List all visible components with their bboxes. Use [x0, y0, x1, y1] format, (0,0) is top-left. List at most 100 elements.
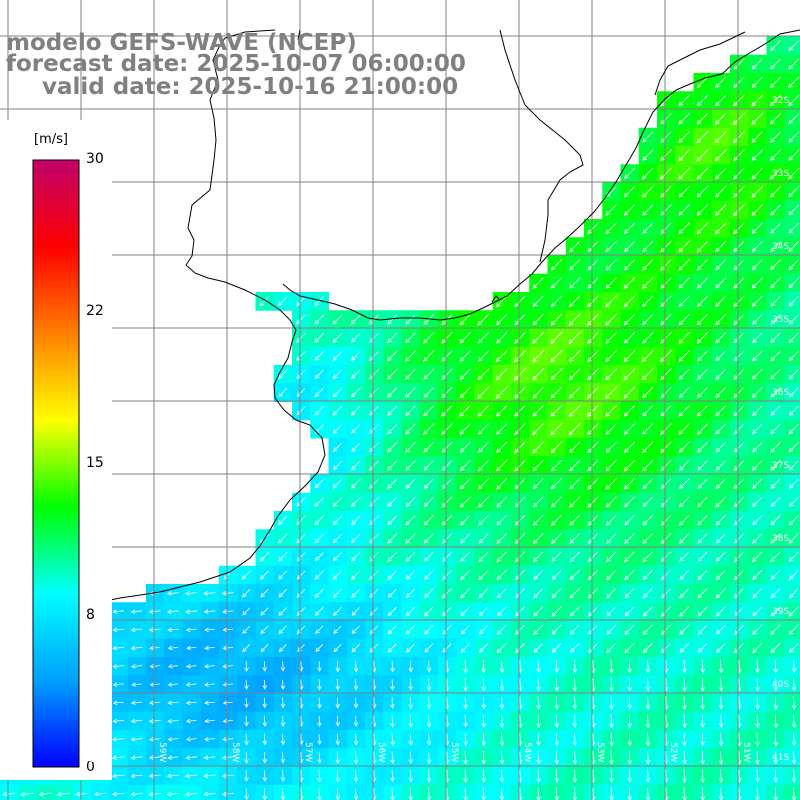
wind-vector-arrow: [788, 241, 800, 252]
wind-vector-arrow: [280, 715, 286, 728]
wind-vector-arrow: [167, 718, 179, 724]
wind-vector-arrow: [459, 350, 471, 362]
wind-vector-arrow: [350, 570, 361, 580]
wind-vector-arrow: [642, 204, 654, 216]
wind-vector-arrow: [645, 696, 651, 710]
wind-vector-arrow: [167, 700, 179, 706]
wind-vector-arrow: [715, 496, 726, 508]
wind-vector-arrow: [353, 751, 359, 765]
wind-speed-cell: [219, 784, 238, 800]
wind-vector-arrow: [696, 167, 709, 180]
wind-vector-arrow: [770, 241, 781, 252]
wind-vector-arrow: [532, 441, 545, 454]
wind-vector-arrow: [463, 715, 468, 728]
wind-vector-arrow: [332, 515, 343, 526]
wind-vector-arrow: [623, 204, 636, 216]
wind-vector-arrow: [514, 423, 526, 435]
wind-vector-arrow: [606, 533, 617, 544]
wind-vector-arrow: [532, 478, 544, 490]
wind-vector-arrow: [572, 659, 578, 674]
wind-vector-arrow: [554, 660, 560, 674]
wind-vector-arrow: [627, 732, 633, 747]
wind-vector-arrow: [788, 387, 799, 398]
wind-vector-arrow: [752, 569, 763, 581]
wind-vector-arrow: [642, 185, 654, 198]
wind-vector-arrow: [351, 588, 361, 598]
wind-vector-arrow: [111, 755, 125, 760]
wind-vector-arrow: [773, 678, 779, 692]
wind-vector-arrow: [715, 442, 726, 453]
lat-label: 33S: [772, 169, 790, 179]
wind-vector-arrow: [788, 624, 799, 635]
wind-vector-arrow: [770, 131, 781, 143]
wind-vector-arrow: [569, 533, 580, 544]
wind-vector-arrow: [623, 277, 636, 289]
wind-vector-arrow: [554, 769, 560, 783]
wind-vector-arrow: [788, 58, 800, 70]
wind-vector-arrow: [369, 551, 379, 562]
wind-vector-arrow: [605, 496, 617, 508]
wind-vector-arrow: [715, 332, 727, 344]
wind-vector-arrow: [679, 478, 690, 489]
wind-vector-arrow: [678, 350, 690, 362]
wind-vector-arrow: [262, 751, 267, 764]
wind-vector-arrow: [167, 737, 179, 742]
wind-vector-arrow: [222, 645, 234, 651]
coastline-rio-de-la-plata-north: [282, 283, 369, 319]
colorbar-tick-0: 0: [86, 759, 95, 775]
lon-label: 54W: [522, 742, 532, 763]
wind-vector-arrow: [314, 497, 324, 508]
wind-vector-arrow: [204, 700, 215, 706]
wind-vector-arrow: [186, 645, 197, 651]
wind-vector-arrow: [569, 441, 581, 454]
wind-vector-arrow: [496, 313, 508, 326]
wind-vector-arrow: [515, 569, 525, 581]
wind-vector-arrow: [554, 696, 560, 710]
wind-vector-arrow: [221, 773, 234, 779]
wind-vector-arrow: [678, 405, 690, 417]
wind-vector-arrow: [186, 663, 197, 669]
wind-vector-arrow: [184, 791, 198, 797]
wind-vector-arrow: [697, 368, 708, 380]
wind-vector-arrow: [678, 167, 691, 180]
wind-speed-cell: [784, 565, 800, 585]
wind-vector-arrow: [572, 733, 578, 747]
wind-vector-arrow: [714, 149, 727, 162]
wind-vector-arrow: [112, 700, 124, 706]
wind-vector-arrow: [332, 369, 343, 380]
wind-vector-arrow: [700, 750, 706, 765]
wind-vector-arrow: [718, 769, 724, 783]
wind-vector-arrow: [586, 404, 599, 418]
wind-speed-cell: [784, 784, 800, 800]
wind-vector-arrow: [38, 791, 53, 797]
wind-vector-arrow: [734, 588, 744, 599]
wind-vector-arrow: [332, 497, 343, 507]
wind-vector-arrow: [532, 295, 544, 308]
wind-vector-arrow: [569, 295, 581, 308]
wind-vector-arrow: [678, 313, 690, 326]
wind-vector-arrow: [130, 791, 143, 797]
wind-vector-arrow: [278, 387, 288, 398]
wind-vector-arrow: [481, 714, 487, 728]
wind-vector-arrow: [335, 678, 340, 691]
wind-vector-arrow: [332, 570, 343, 580]
wind-vector-arrow: [496, 496, 507, 508]
colorbar-tick-22: 22: [86, 303, 104, 319]
wind-vector-arrow: [390, 769, 395, 783]
wind-speed-cell: [784, 346, 800, 366]
wind-vector-arrow: [605, 313, 618, 326]
wind-vector-arrow: [532, 331, 545, 344]
colorbar-tick-30: 30: [86, 151, 104, 167]
wind-vector-arrow: [185, 700, 197, 706]
wind-vector-arrow: [130, 755, 143, 760]
wind-vector-arrow: [532, 349, 545, 363]
wind-vector-arrow: [408, 733, 414, 746]
wind-vector-arrow: [715, 386, 727, 399]
wind-vector-arrow: [477, 404, 490, 417]
wind-vector-arrow: [353, 733, 359, 746]
wind-vector-arrow: [387, 570, 397, 580]
wind-vector-arrow: [405, 350, 416, 362]
wind-vector-arrow: [642, 405, 654, 417]
lat-label: 36S: [772, 388, 790, 398]
wind-vector-arrow: [481, 732, 487, 747]
